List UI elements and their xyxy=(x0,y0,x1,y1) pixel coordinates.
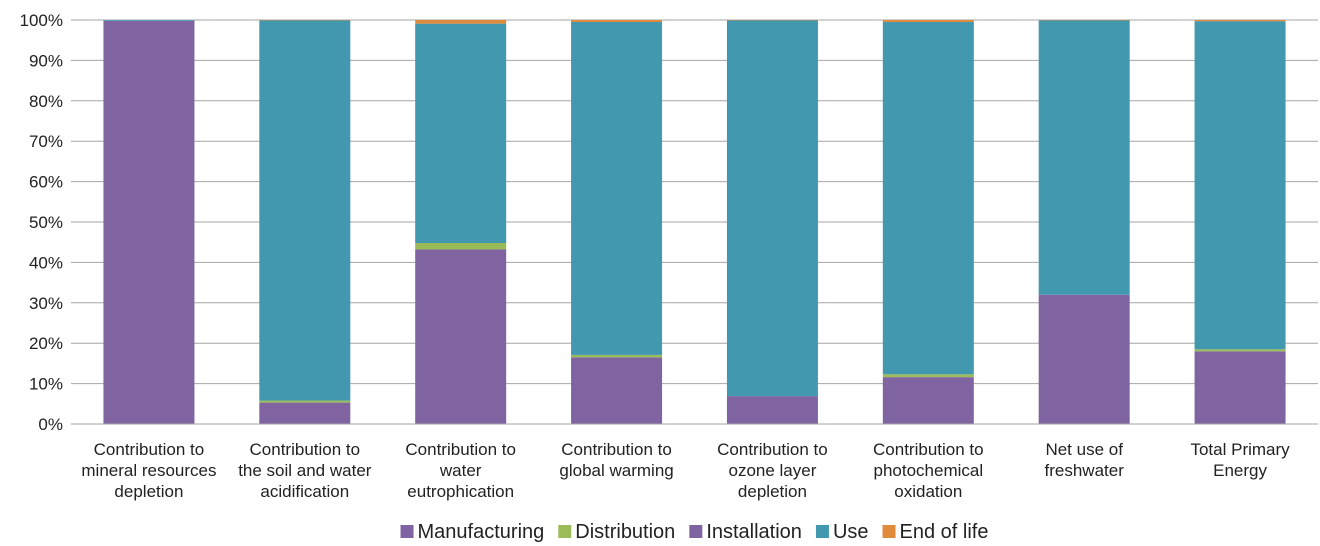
x-category-label: Total Primary Energy xyxy=(1190,440,1290,480)
legend-swatch xyxy=(882,525,896,538)
x-tick-label-line: freshwater xyxy=(1045,461,1125,480)
bar-segment-distribution xyxy=(259,400,351,403)
legend-item: Manufacturing xyxy=(400,521,545,543)
legend-swatch xyxy=(689,525,703,538)
x-tick-label-line: acidification xyxy=(260,482,349,501)
legend: Manufacturing Distribution Installation Use… xyxy=(400,521,989,543)
x-tick-label-line: Contribution to xyxy=(561,440,672,459)
x-category-label: Net use of freshwater xyxy=(1045,440,1125,480)
x-category-label: Contribution to photochemical oxidation xyxy=(873,440,984,501)
bar-segment-use xyxy=(571,22,663,355)
x-tick-label-line: the soil and water xyxy=(238,461,372,480)
bar-segment-manufacturing xyxy=(415,249,507,424)
bar-segment-use xyxy=(726,20,818,397)
x-category-label: Contribution to ozone layer depletion xyxy=(717,440,828,501)
bar-segment-use xyxy=(1194,21,1286,350)
legend-label: Installation xyxy=(706,521,802,543)
x-category-label: Contribution to mineral resources depletio… xyxy=(81,440,216,501)
y-tick-label: 70% xyxy=(29,132,63,151)
x-tick-label-line: Contribution to xyxy=(717,440,828,459)
bar-segment-manufacturing xyxy=(571,357,663,424)
bar-segment-manufacturing xyxy=(259,402,351,424)
bar-segment-end-of-life xyxy=(571,20,663,23)
bar-segment-end-of-life xyxy=(882,20,974,23)
bars xyxy=(103,20,1286,424)
legend-item: Installation xyxy=(689,521,802,543)
x-tick-label-line: Contribution to xyxy=(405,440,516,459)
x-tick-label-line: Total Primary xyxy=(1190,440,1290,459)
legend-item: Distribution xyxy=(558,521,675,543)
bar-segment-distribution xyxy=(571,354,663,358)
legend-label: End of life xyxy=(900,521,989,543)
x-axis: Contribution to mineral resources depletio… xyxy=(71,423,1318,501)
y-tick-label: 90% xyxy=(29,51,63,70)
y-tick-label: 0% xyxy=(38,415,63,434)
bar-segment-distribution xyxy=(882,374,974,378)
legend-label: Use xyxy=(833,521,869,543)
legend-item: Use xyxy=(815,521,869,543)
x-tick-label-line: ozone layer xyxy=(728,461,816,480)
legend-swatch xyxy=(400,525,414,538)
legend-swatch xyxy=(815,525,829,538)
y-tick-label: 80% xyxy=(29,92,63,111)
y-tick-label: 20% xyxy=(29,334,63,353)
x-tick-label-line: eutrophication xyxy=(407,482,514,501)
bar-segment-end-of-life xyxy=(415,20,507,24)
bar-segment-use xyxy=(1038,20,1130,295)
bar-segment-use xyxy=(882,22,974,375)
bar-segment-end-of-life xyxy=(1194,20,1286,22)
x-tick-label-line: Energy xyxy=(1213,461,1267,480)
x-tick-label-line: oxidation xyxy=(894,482,962,501)
x-tick-label-line: depletion xyxy=(738,482,807,501)
y-tick-label: 30% xyxy=(29,294,63,313)
x-tick-label-line: mineral resources xyxy=(81,461,216,480)
bar-segment-manufacturing xyxy=(1194,351,1286,424)
y-tick-label: 10% xyxy=(29,375,63,394)
bar-segment-manufacturing xyxy=(103,20,195,424)
x-category-label: Contribution to the soil and water acidifi… xyxy=(238,440,372,501)
bar-segment-use xyxy=(259,20,351,401)
bar-segment-distribution xyxy=(415,243,507,250)
y-tick-label: 50% xyxy=(29,213,63,232)
x-tick-label-line: water xyxy=(439,461,482,480)
y-axis: 0% 10% 20% 30% 40% 50% 60% 70% 80% 90% 100% xyxy=(20,11,63,434)
legend-item: End of life xyxy=(882,521,989,543)
bar-segment-use xyxy=(103,20,195,21)
x-category-label: Contribution to water eutrophication xyxy=(405,440,516,501)
x-tick-label-line: Contribution to xyxy=(873,440,984,459)
legend-label: Distribution xyxy=(575,521,675,543)
x-tick-label-line: Net use of xyxy=(1045,440,1123,459)
y-tick-label: 40% xyxy=(29,253,63,272)
bar-segment-manufacturing xyxy=(882,377,974,424)
x-tick-label-line: depletion xyxy=(114,482,183,501)
bar-segment-manufacturing xyxy=(726,396,818,424)
x-tick-label-line: Contribution to xyxy=(94,440,205,459)
x-tick-label-line: Contribution to xyxy=(250,440,361,459)
legend-label: Manufacturing xyxy=(418,521,545,543)
bar-segment-use xyxy=(415,23,507,244)
legend-swatch xyxy=(558,525,572,538)
bar-segment-manufacturing xyxy=(1038,294,1130,424)
y-tick-label: 100% xyxy=(20,11,63,30)
gridlines xyxy=(71,19,1318,425)
y-tick-label: 60% xyxy=(29,173,63,192)
x-tick-label-line: global warming xyxy=(559,461,673,480)
bar-segment-distribution xyxy=(1194,349,1286,352)
x-category-label: Contribution to global warming xyxy=(559,440,673,480)
x-tick-label-line: photochemical xyxy=(874,461,984,480)
